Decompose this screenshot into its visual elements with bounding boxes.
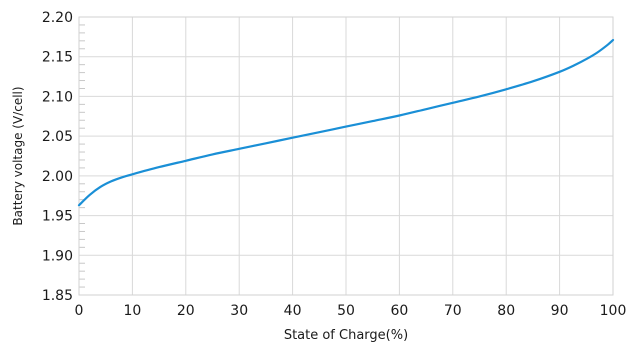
plot-frame	[78, 16, 614, 296]
y-tick-label: 2.00	[42, 169, 73, 185]
x-tick-label: 80	[497, 303, 515, 319]
x-axis-title: State of Charge(%)	[284, 328, 408, 343]
y-tick-label: 1.85	[42, 288, 73, 304]
x-tick-label: 90	[551, 303, 569, 319]
x-tick-label: 50	[337, 303, 355, 319]
y-minor-ticks	[79, 24, 85, 288]
x-tick-label: 0	[75, 303, 84, 319]
y-tick-label: 1.95	[42, 209, 73, 225]
y-axis-title: Battery voltage (V/cell)	[11, 86, 25, 225]
x-tick-labels: 0 10 20 30 40 50 60 70 80 90 100	[75, 303, 627, 319]
y-tick-label: 2.10	[42, 89, 73, 105]
y-tick-labels: 1.85 1.90 1.95 2.00 2.05 2.10 2.15 2.20	[42, 10, 73, 304]
x-tick-label: 20	[177, 303, 195, 319]
x-tick-label: 30	[230, 303, 248, 319]
y-tick-label: 1.90	[42, 248, 73, 264]
y-tick-label: 2.05	[42, 129, 73, 145]
x-tick-label: 40	[284, 303, 302, 319]
x-tick-label: 100	[600, 303, 627, 319]
y-tick-label: 2.15	[42, 50, 73, 66]
x-tick-label: 70	[444, 303, 462, 319]
x-tick-label: 10	[123, 303, 141, 319]
y-tick-label: 2.20	[42, 10, 73, 26]
x-tick-label: 60	[390, 303, 408, 319]
series-layer	[77, 38, 615, 207]
series-line	[77, 38, 615, 207]
vertical-gridlines	[78, 17, 614, 295]
